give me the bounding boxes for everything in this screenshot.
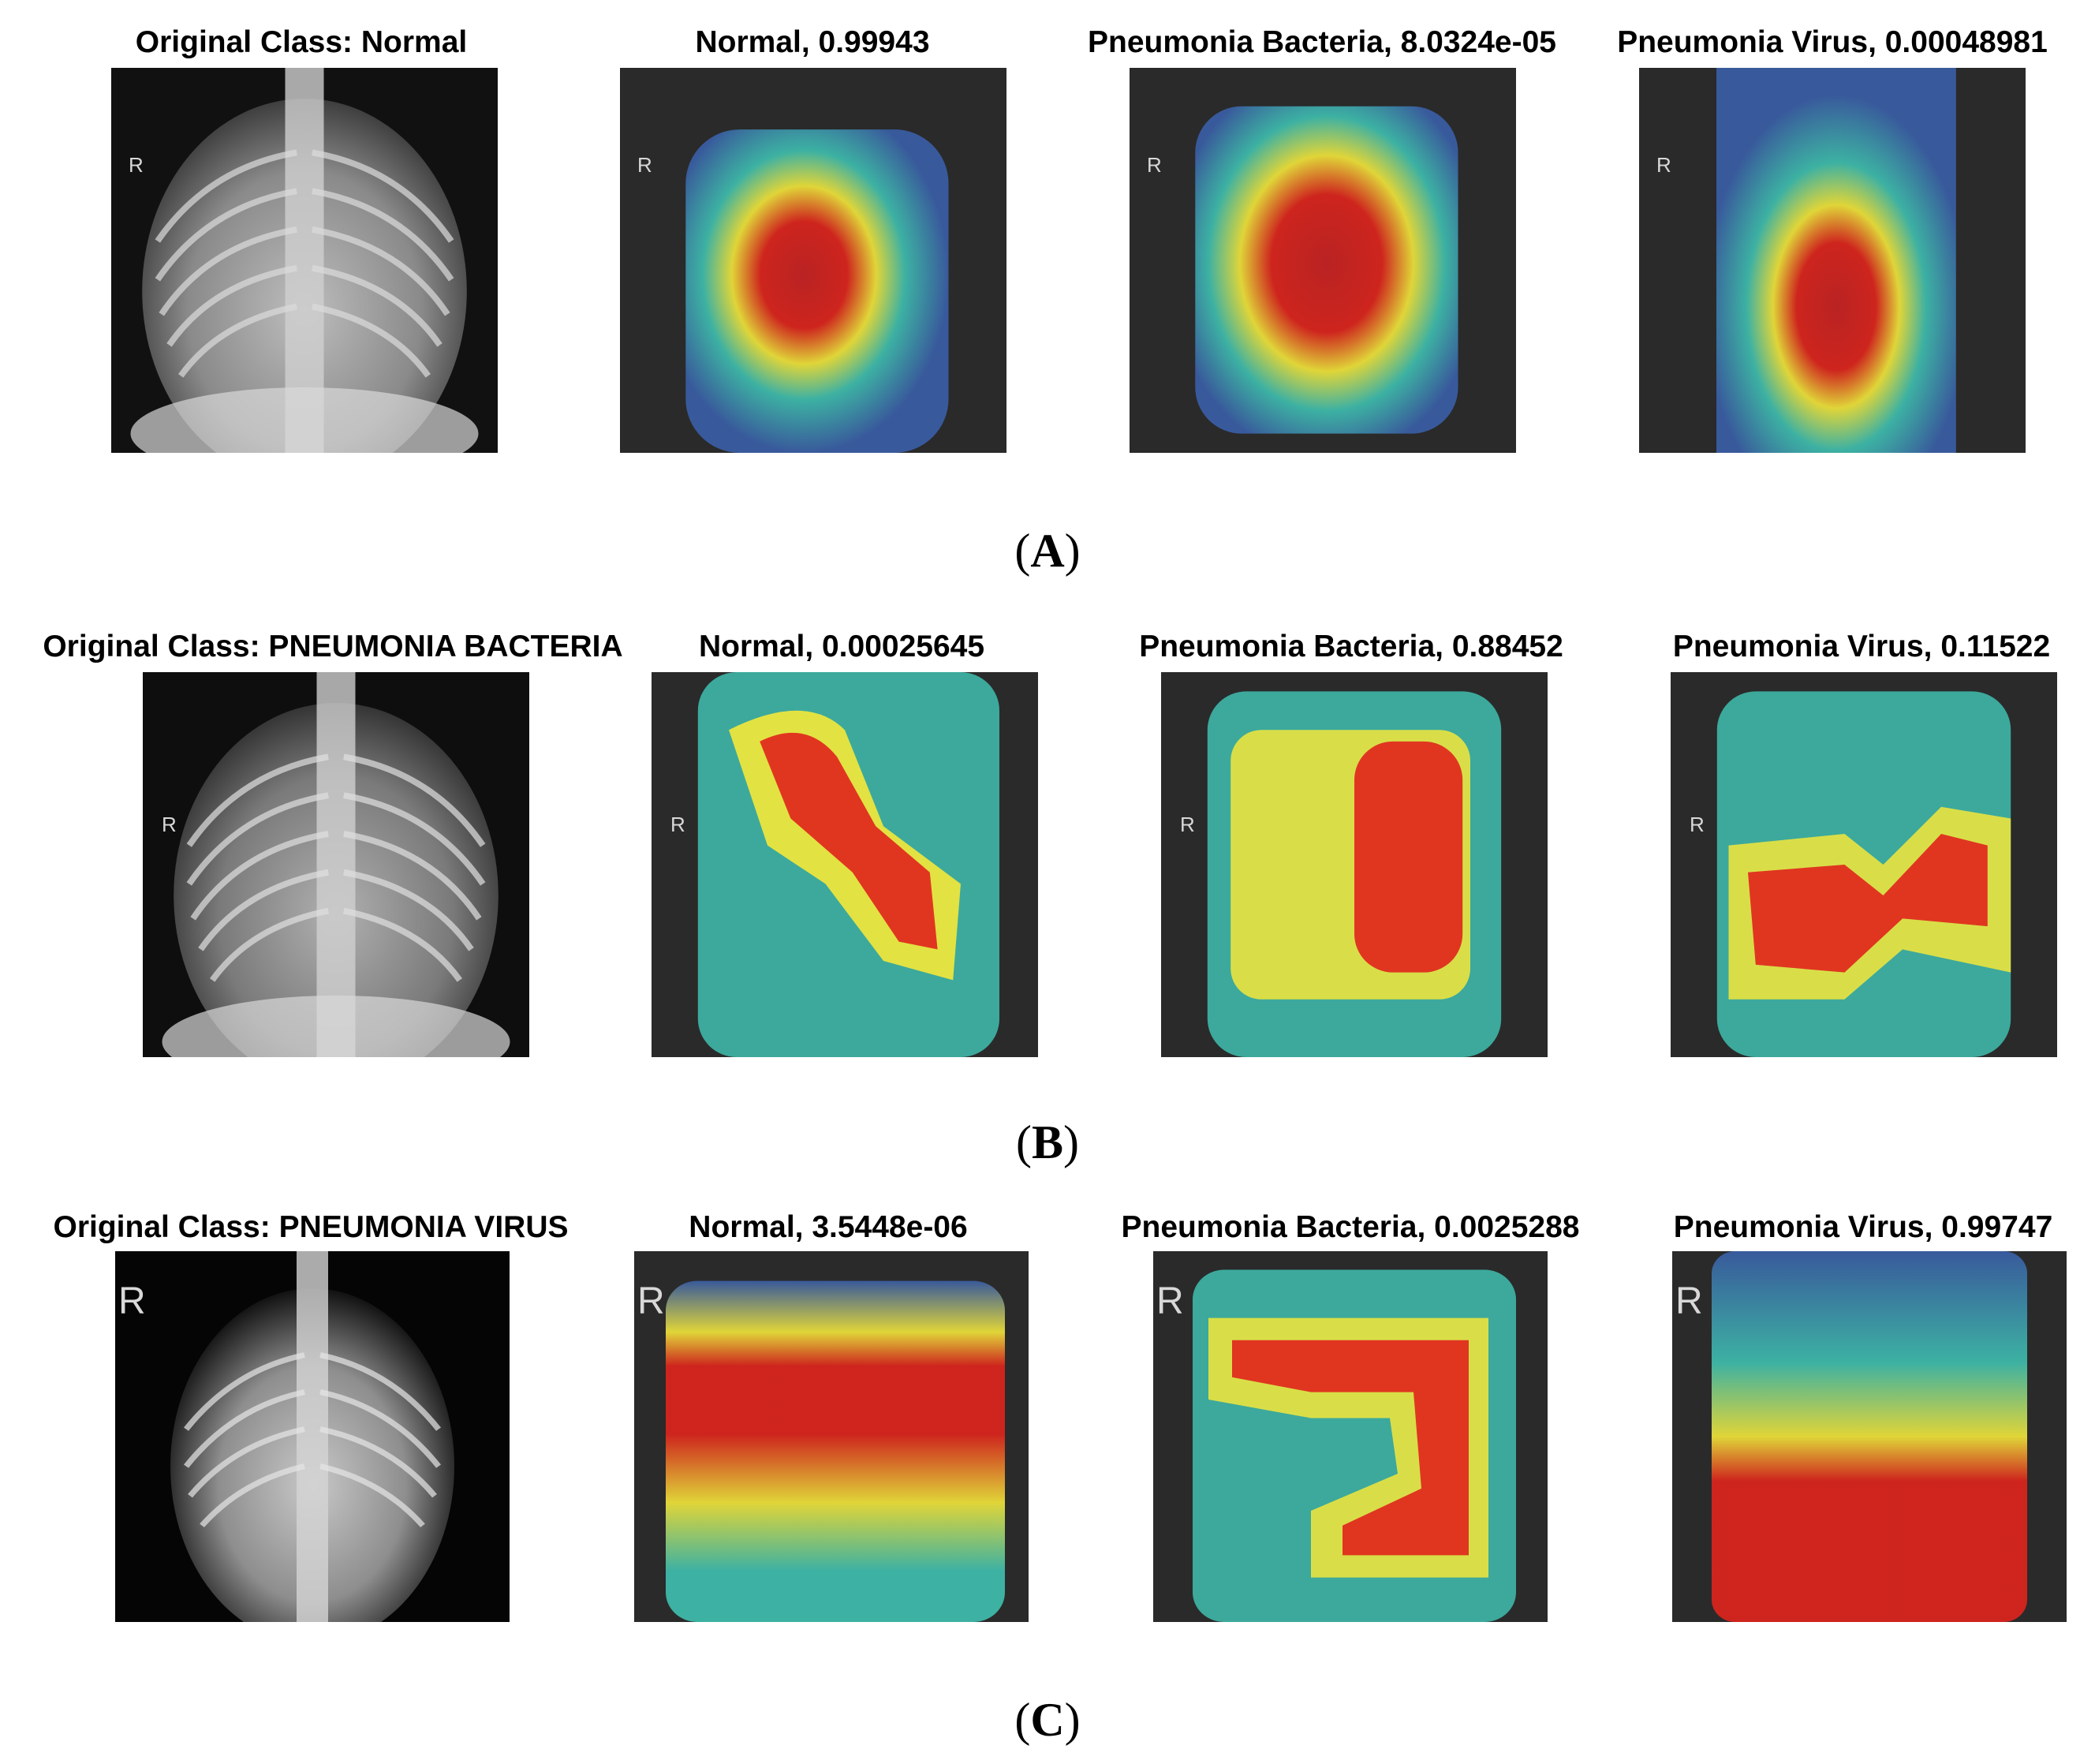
row-a-title-normal: Normal, 0.99943	[695, 25, 930, 59]
row-c-original-title: Original Class: PNEUMONIA VIRUS	[53, 1210, 569, 1244]
xray-r-marker: R	[1156, 1280, 1184, 1322]
row-b-label: (B)	[1016, 1116, 1079, 1168]
row-b-original-title: Original Class: PNEUMONIA BACTERIA	[43, 630, 623, 663]
xray-r-marker: R	[118, 1280, 146, 1322]
row-c-label: (C)	[1014, 1694, 1081, 1746]
row-c-heatmap-bacteria: R	[1153, 1251, 1548, 1622]
row-c-original-xray: R	[115, 1251, 510, 1622]
row-a-heatmap-normal: R	[620, 68, 1006, 453]
row-b-heatmap-bacteria: R	[1161, 672, 1548, 1057]
row-b-title-bacteria: Pneumonia Bacteria, 0.88452	[1139, 630, 1563, 663]
row-c-title-normal: Normal, 3.5448e-06	[689, 1210, 968, 1244]
row-b-title-normal: Normal, 0.00025645	[698, 630, 985, 663]
row-c-title-virus: Pneumonia Virus, 0.99747	[1673, 1210, 2053, 1244]
xray-r-marker: R	[1147, 153, 1162, 177]
row-c-title-bacteria: Pneumonia Bacteria, 0.0025288	[1121, 1210, 1580, 1244]
row-c-heatmap-virus: R	[1672, 1251, 2067, 1622]
xray-r-marker: R	[670, 813, 685, 836]
xray-r-marker: R	[1656, 153, 1671, 177]
xray-r-marker: R	[129, 153, 144, 177]
xray-r-marker: R	[1690, 813, 1705, 836]
row-a-title-virus: Pneumonia Virus, 0.00048981	[1617, 25, 2048, 59]
row-a-original-title: Original Class: Normal	[135, 25, 468, 59]
row-a-heatmap-virus: R	[1639, 68, 2026, 453]
row-b-title-virus: Pneumonia Virus, 0.11522	[1672, 630, 2051, 663]
row-b-heatmap-normal: R	[652, 672, 1038, 1057]
row-b-heatmap-virus: R	[1671, 672, 2057, 1057]
xray-r-marker: R	[1675, 1280, 1703, 1322]
row-b-original-xray: R	[143, 672, 529, 1057]
row-c-heatmap-normal: R	[634, 1251, 1029, 1622]
row-a-label: (A)	[1014, 525, 1081, 577]
xray-r-marker: R	[637, 153, 652, 177]
row-a-title-bacteria: Pneumonia Bacteria, 8.0324e-05	[1088, 25, 1556, 59]
row-a-heatmap-bacteria: R	[1130, 68, 1516, 453]
xray-r-marker: R	[1180, 813, 1195, 836]
xray-r-marker: R	[162, 813, 177, 836]
row-a-original-xray: R	[111, 68, 498, 453]
xray-r-marker: R	[637, 1280, 665, 1322]
